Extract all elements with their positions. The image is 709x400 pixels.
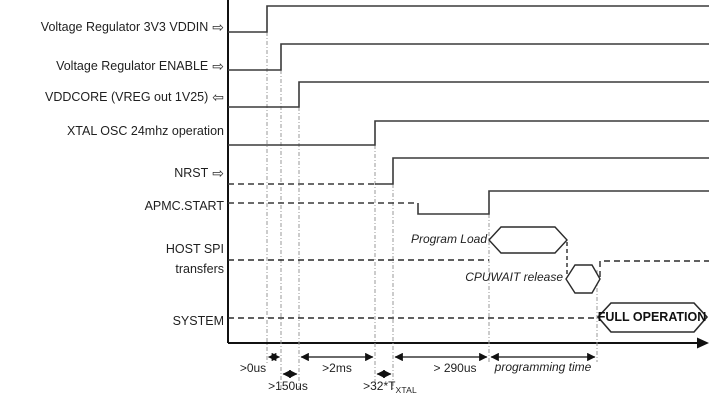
waveform-apmc — [417, 190, 709, 215]
signal-label-vddin: Voltage Regulator 3V3 VDDIN ⇨ — [41, 19, 224, 35]
signal-label-apmc-start: APMC.START — [145, 198, 224, 214]
hostspi-idle-line-right — [599, 260, 709, 277]
signal-label-text: APMC.START — [144, 199, 224, 213]
timing-t32xtal-main: >32*T — [363, 379, 396, 393]
signal-label-text: HOST SPI transfers — [165, 242, 224, 276]
timing-programming-time-label: programming time — [494, 360, 592, 374]
time-axis-arrowhead-icon — [697, 337, 709, 349]
input-arrow-icon: ⇨ — [212, 19, 224, 35]
signal-label-enable: Voltage Regulator ENABLE ⇨ — [56, 58, 224, 74]
signal-label-text: SYSTEM — [172, 314, 224, 328]
input-arrow-icon: ⇨ — [212, 58, 224, 74]
signal-label-text: VDDCORE (VREG out 1V25) — [45, 90, 209, 104]
full-operation-label: FULL OPERATION — [597, 310, 707, 324]
program-load-hexagon — [488, 226, 568, 254]
input-arrow-icon: ⇨ — [212, 165, 224, 181]
timing-t150-label: >150us — [268, 379, 308, 393]
signal-label-text: Voltage Regulator 3V3 VDDIN — [40, 20, 209, 34]
waveform-enable — [228, 43, 709, 71]
signal-label-text: NRST — [174, 166, 209, 180]
cpuwait-release-label: CPUWAIT release — [465, 270, 563, 284]
waveform-xtal — [228, 120, 709, 146]
signal-label-system: SYSTEM — [173, 313, 224, 329]
signal-label-host-spi: HOST SPI transfers — [166, 239, 224, 279]
signal-label-text: Voltage Regulator ENABLE — [56, 59, 209, 73]
signal-label-xtal: XTAL OSC 24mhz operation — [67, 123, 224, 139]
timing-t2ms-label: >2ms — [322, 361, 352, 375]
signal-label-vddcore: VDDCORE (VREG out 1V25) ⇦ — [45, 89, 224, 105]
waveform-vddin — [228, 5, 709, 33]
output-arrow-icon: ⇦ — [212, 89, 224, 105]
reference-lines — [266, 32, 598, 389]
cpuwait-hexagon — [565, 264, 601, 294]
signal-label-text: XTAL OSC 24mhz operation — [66, 124, 224, 138]
timing-t32xtal-label: >32*TXTAL — [363, 379, 417, 396]
waveform-nrst — [375, 157, 709, 185]
program-load-label: Program Load — [410, 232, 487, 246]
timing-t0-label: >0us — [239, 361, 267, 375]
timing-t290-label: > 290us — [433, 361, 477, 375]
timing-t32xtal-subscript: XTAL — [395, 385, 417, 395]
waveform-vddcore — [228, 81, 709, 108]
full-operation-hexagon — [596, 302, 709, 333]
signal-label-nrst: NRST ⇨ — [174, 165, 224, 181]
